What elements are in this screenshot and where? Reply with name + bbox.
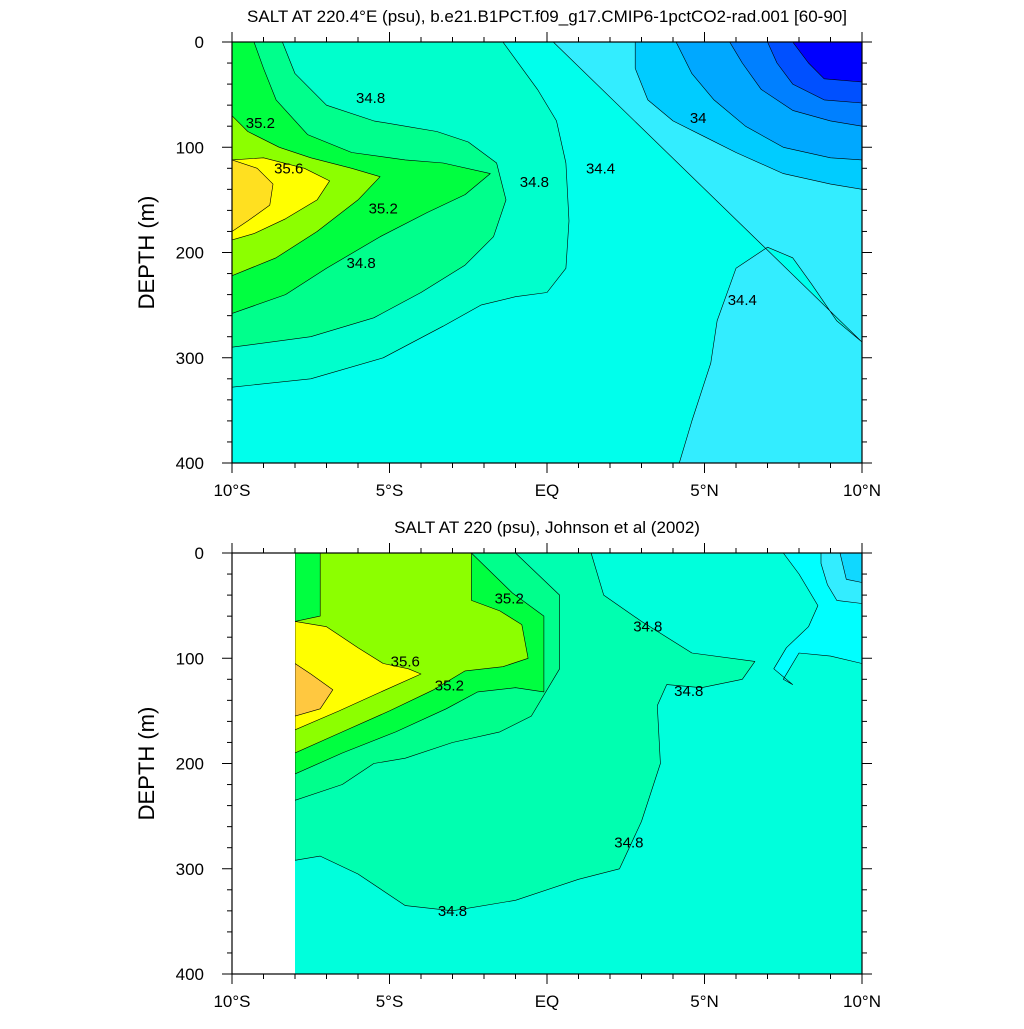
contour-label: 34.8 — [674, 683, 703, 700]
x-tick-label: 10°S — [213, 481, 250, 500]
contour-label: 35.2 — [369, 200, 398, 217]
y-tick-label: 100 — [176, 649, 204, 668]
contour-label: 34.8 — [633, 619, 662, 636]
contour-label: 34.8 — [347, 255, 376, 272]
panel-bottom: 10°S 5°S EQ 5°N 10°N 0 100 200 300 400 DEPTH (m) SA… — [134, 518, 881, 1011]
x-tick-label: EQ — [535, 481, 560, 500]
contour-label: 35.2 — [246, 115, 275, 132]
x-tick-label: 10°N — [843, 481, 881, 500]
contour-region-35-8 — [232, 159, 274, 232]
contour-label: 35.2 — [435, 678, 464, 695]
chart-title: SALT AT 220.4°E (psu), b.e21.B1PCT.f09_g… — [247, 7, 847, 26]
contour-label: 34.4 — [728, 292, 757, 309]
contour-label: 34 — [690, 110, 707, 127]
contour-label: 34.8 — [614, 834, 643, 851]
y-tick-label: 400 — [176, 454, 204, 473]
y-axis-label: DEPTH (m) — [134, 707, 159, 821]
contour-label: 34.8 — [438, 903, 467, 920]
contour-label: 35.2 — [495, 590, 524, 607]
contour-region-34 — [839, 553, 862, 583]
y-tick-label: 300 — [176, 860, 204, 879]
contour-label: 34.8 — [520, 174, 549, 191]
contour-region-35-6 — [295, 621, 422, 731]
contour-region-35-8 — [295, 663, 334, 717]
contour-label: 35.6 — [391, 653, 420, 670]
y-tick-label: 200 — [176, 755, 204, 774]
chart-title: SALT AT 220 (psu), Johnson et al (2002) — [394, 518, 700, 537]
x-tick-label: EQ — [535, 992, 560, 1011]
y-tick-label: 0 — [195, 33, 204, 52]
y-tick-label: 400 — [176, 965, 204, 984]
x-tick-label: 5°N — [690, 992, 719, 1011]
x-tick-label: 5°S — [376, 992, 404, 1011]
x-tick-label: 10°S — [213, 992, 250, 1011]
contour-region-33-4 — [792, 42, 862, 83]
y-tick-label: 200 — [176, 244, 204, 263]
contour-fill-layer — [295, 553, 862, 974]
contour-fill-layer — [232, 42, 862, 463]
panel-top: 10°S 5°S EQ 5°N 10°N 0 100 200 300 400 DEPTH (m) SA… — [134, 7, 881, 500]
y-axis-label: DEPTH (m) — [134, 196, 159, 310]
y-tick-label: 0 — [195, 544, 204, 563]
x-tick-label: 5°N — [690, 481, 719, 500]
y-tick-label: 300 — [176, 349, 204, 368]
contour-label: 34.8 — [356, 90, 385, 107]
x-tick-label: 5°S — [376, 481, 404, 500]
contour-label: 34.4 — [586, 160, 615, 177]
x-tick-label: 10°N — [843, 992, 881, 1011]
contour-label: 35.6 — [274, 160, 303, 177]
y-tick-label: 100 — [176, 138, 204, 157]
